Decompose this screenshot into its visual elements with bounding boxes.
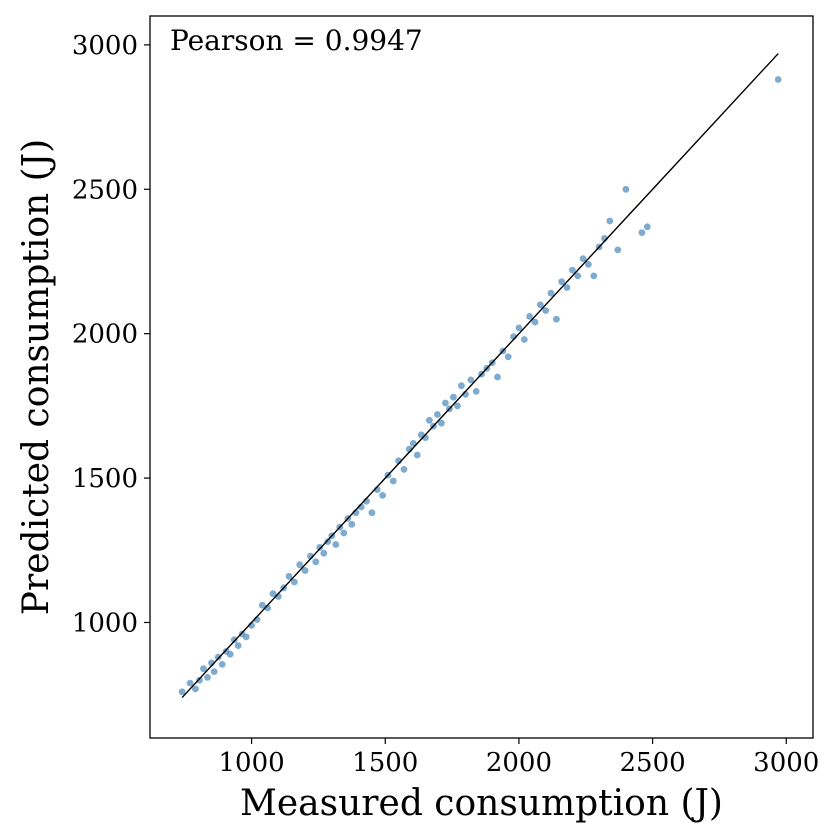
- data-point: [458, 382, 465, 390]
- data-point: [242, 633, 250, 641]
- ticks-layer: 1000 1500 2000 2500 3000 1000 1500 2000 2500 3000: [72, 31, 820, 778]
- data-point: [504, 353, 512, 361]
- data-point: [296, 561, 304, 569]
- data-point: [324, 538, 332, 545]
- data-point: [192, 685, 199, 693]
- data-point: [526, 313, 533, 320]
- data-point: [450, 393, 457, 401]
- x-tick-label: 2000: [486, 748, 552, 778]
- data-point: [186, 679, 194, 687]
- x-tick-label: 2500: [620, 748, 686, 778]
- data-point: [638, 229, 646, 237]
- data-point: [454, 402, 461, 410]
- data-point: [531, 318, 539, 326]
- y-tick-label: 1000: [72, 608, 138, 638]
- identity-line-layer: [181, 53, 779, 699]
- data-point: [389, 477, 397, 485]
- data-point: [200, 665, 207, 673]
- data-point: [379, 492, 386, 499]
- data-point: [614, 246, 622, 254]
- x-tick-label: 1000: [219, 748, 285, 778]
- data-point: [438, 419, 445, 427]
- data-point: [340, 529, 348, 537]
- x-axis-label: Measured consumption (J): [240, 783, 723, 824]
- x-tick-label: 1500: [352, 748, 418, 778]
- data-point: [218, 661, 226, 668]
- data-point: [204, 674, 211, 681]
- data-point: [226, 650, 234, 658]
- y-tick-label: 2500: [72, 175, 138, 205]
- data-point: [569, 266, 576, 274]
- data-point: [606, 217, 614, 225]
- data-point: [291, 578, 298, 586]
- data-point: [196, 676, 203, 684]
- data-point: [536, 301, 544, 309]
- y-axis-label: Predicted consumption (J): [16, 139, 57, 615]
- data-point: [210, 668, 218, 675]
- y-tick-label: 1500: [72, 464, 138, 494]
- data-point: [585, 261, 592, 268]
- data-point: [320, 549, 328, 557]
- points-layer: [178, 76, 782, 696]
- y-tick-label: 3000: [72, 31, 138, 61]
- data-point: [332, 541, 340, 548]
- data-point: [301, 567, 309, 574]
- data-point: [542, 307, 550, 314]
- data-point: [230, 636, 238, 644]
- pearson-annotation: Pearson = 0.9947: [170, 24, 423, 57]
- data-point: [579, 255, 587, 262]
- data-point: [467, 376, 475, 384]
- data-point: [426, 416, 433, 424]
- identity-line: [181, 53, 779, 699]
- data-point: [643, 223, 651, 231]
- data-point: [214, 653, 222, 661]
- x-tick-label: 3000: [753, 748, 819, 778]
- data-point: [413, 451, 421, 459]
- data-point: [590, 272, 598, 280]
- data-point: [178, 688, 186, 696]
- data-point: [622, 185, 630, 193]
- data-point: [316, 544, 324, 551]
- data-point: [494, 373, 501, 381]
- data-point: [563, 284, 571, 291]
- data-point: [472, 388, 480, 395]
- y-tick-label: 2000: [72, 320, 138, 350]
- data-point: [258, 601, 266, 609]
- data-point: [558, 278, 566, 286]
- data-point: [774, 76, 782, 83]
- data-point: [234, 642, 242, 649]
- data-point: [520, 336, 528, 343]
- data-point: [400, 466, 408, 473]
- data-point: [368, 509, 376, 517]
- data-point: [312, 558, 320, 566]
- data-point: [515, 324, 523, 332]
- data-point: [553, 315, 560, 323]
- data-point: [285, 572, 293, 580]
- data-point: [434, 411, 441, 418]
- data-point: [574, 272, 582, 280]
- data-point: [269, 590, 277, 597]
- data-point: [348, 520, 356, 528]
- data-point: [547, 289, 555, 297]
- data-point: [442, 399, 449, 407]
- plot-frame: [149, 15, 814, 739]
